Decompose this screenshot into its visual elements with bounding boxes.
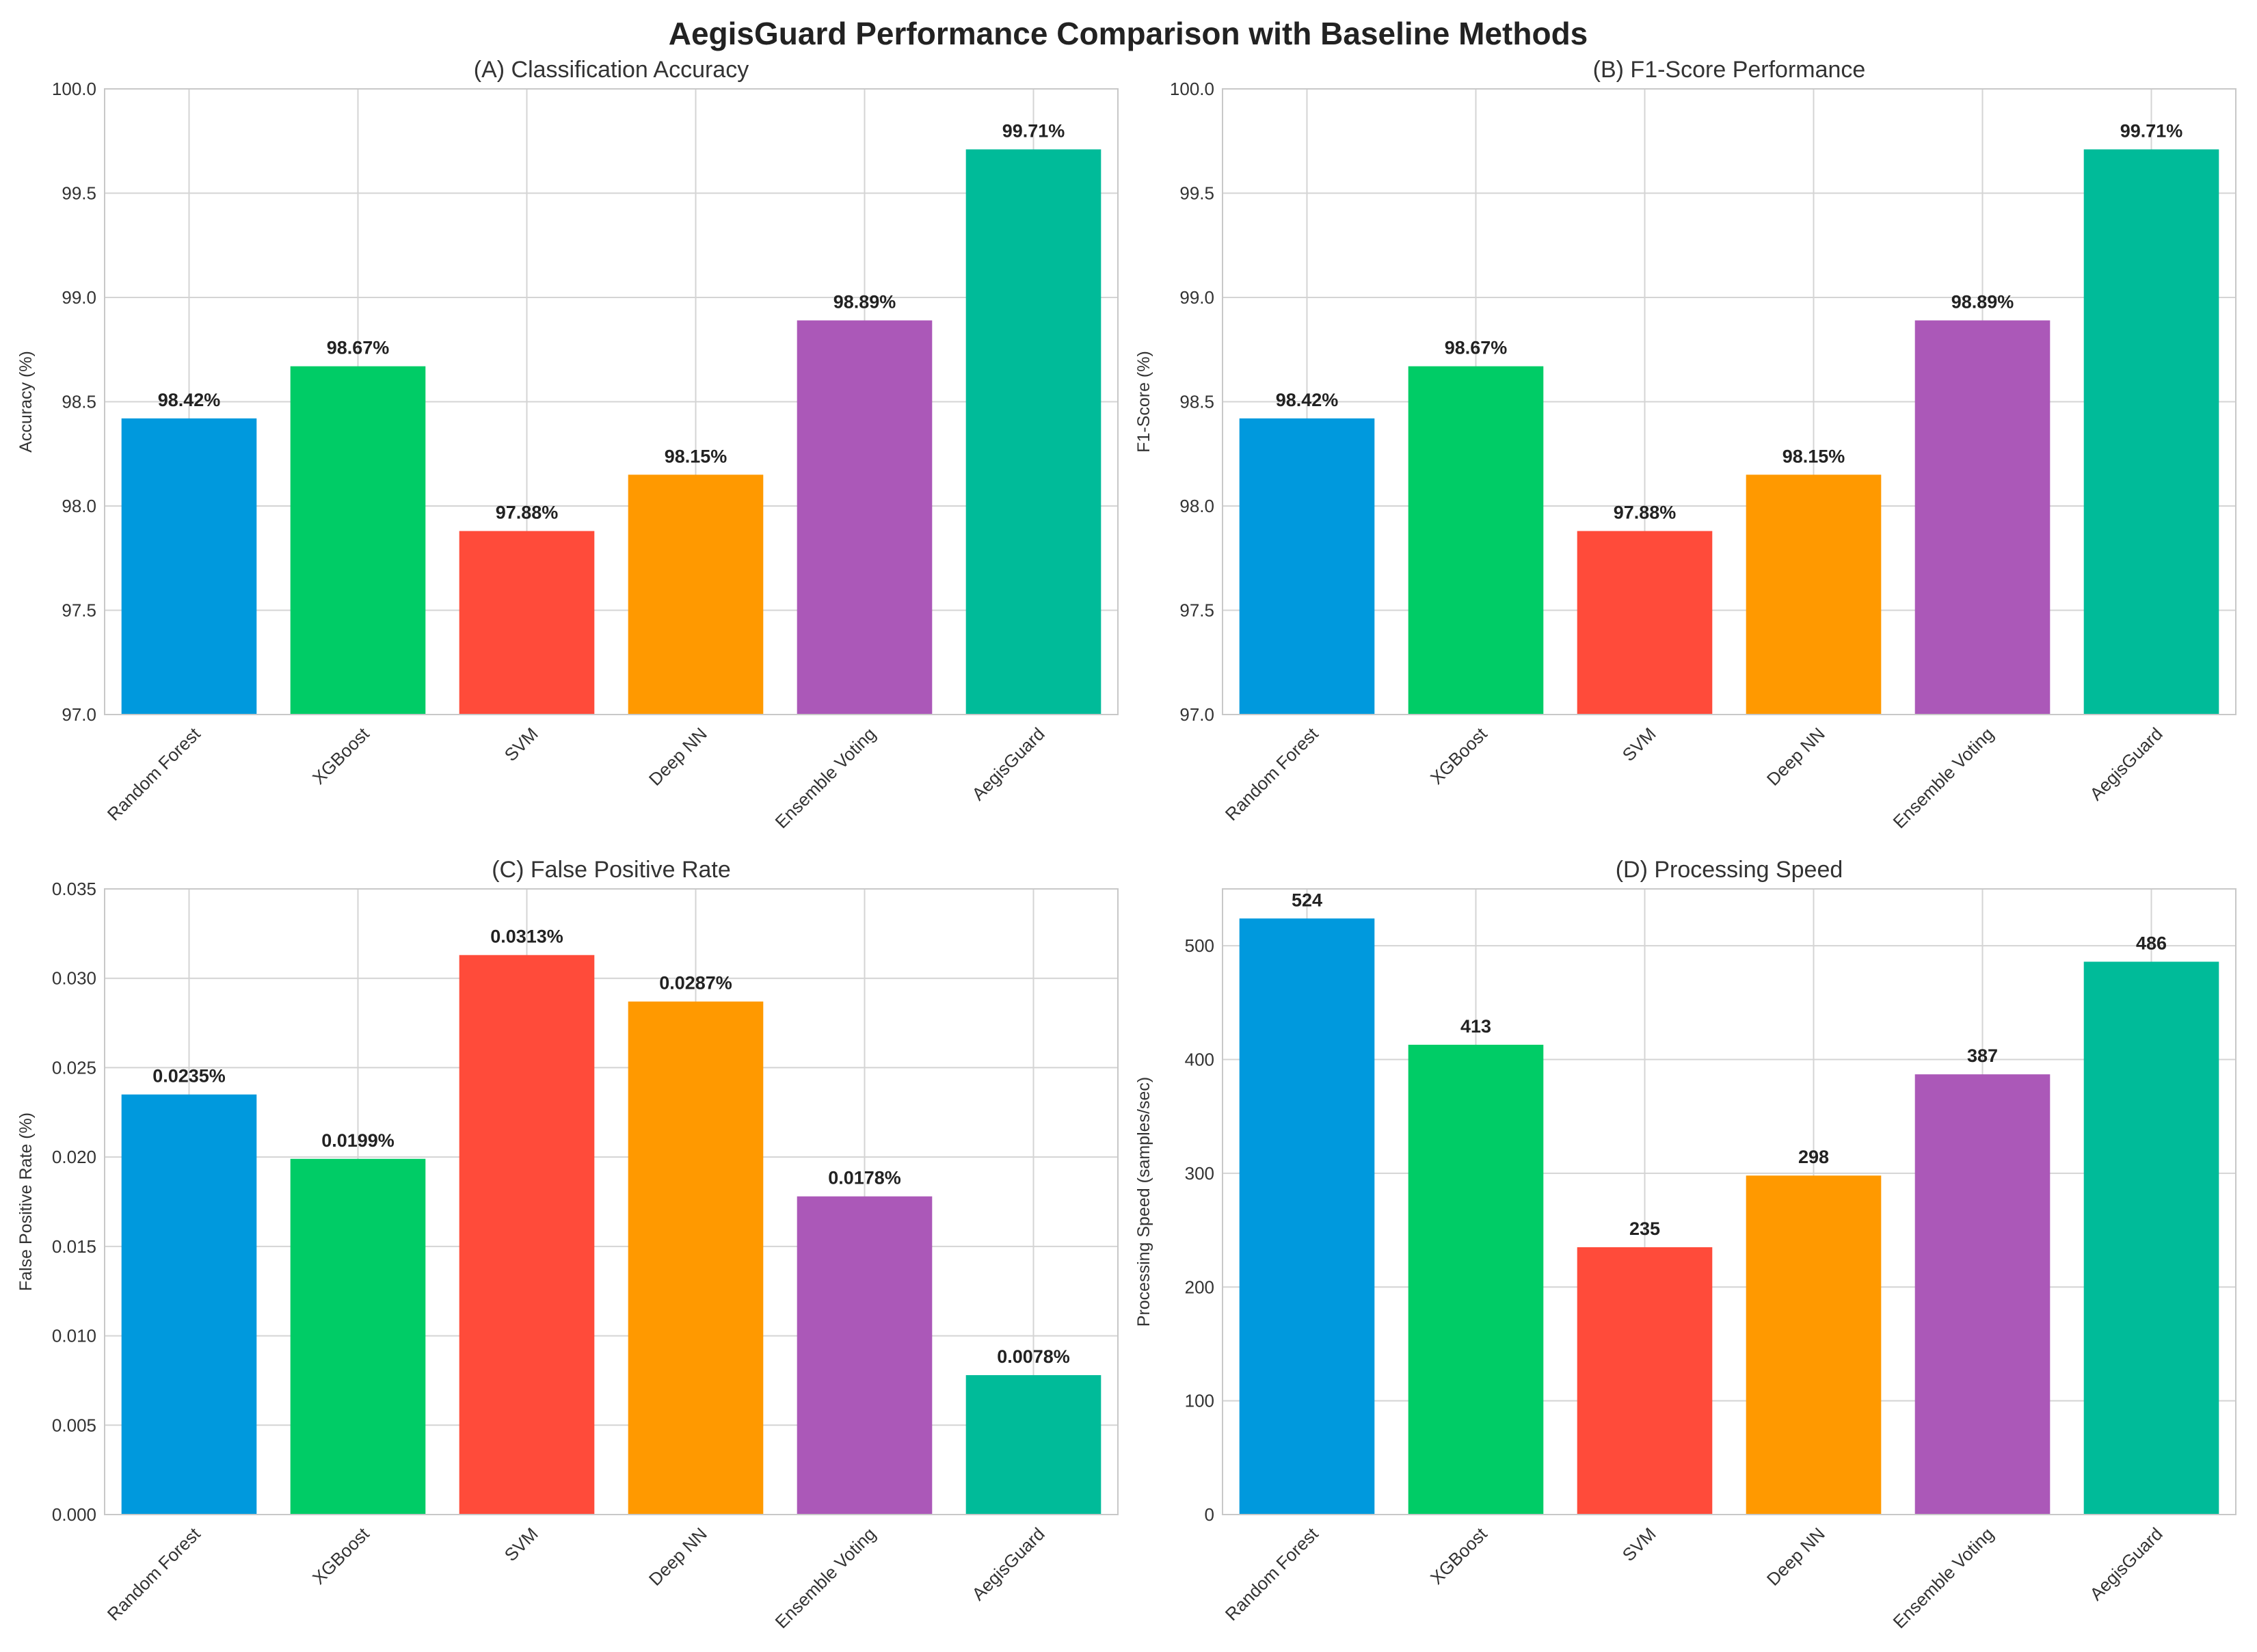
y-tick-label: 0.000 — [52, 1504, 96, 1525]
y-tick-label: 97.0 — [1179, 704, 1214, 725]
y-tick-label: 300 — [1185, 1163, 1214, 1184]
y-tick-label: 0.035 — [52, 879, 96, 899]
y-tick-label: 97.5 — [1179, 600, 1214, 621]
value-label-svm: 235 — [1629, 1218, 1660, 1239]
y-tick-label: 99.0 — [62, 287, 96, 308]
bar-svm — [1577, 1247, 1713, 1515]
value-label-ensemble-voting: 98.89% — [833, 292, 896, 312]
bar-svm — [459, 955, 595, 1515]
bar-aegisguard — [2083, 149, 2219, 715]
value-label-xgboost: 413 — [1460, 1016, 1491, 1037]
y-tick-label: 0.005 — [52, 1415, 96, 1435]
y-tick-label: 0 — [1205, 1504, 1214, 1525]
panel-title: (C) False Positive Rate — [492, 857, 731, 883]
y-tick-label: 97.0 — [62, 704, 96, 725]
bar-ensemble-voting — [1914, 320, 2051, 715]
bar-xgboost — [1408, 366, 1544, 715]
panel-title: (B) F1-Score Performance — [1593, 57, 1866, 83]
value-label-ensemble-voting: 387 — [1967, 1045, 1998, 1066]
y-axis-label: Accuracy (%) — [16, 351, 36, 453]
value-label-ensemble-voting: 98.89% — [1951, 292, 2014, 312]
value-label-xgboost: 98.67% — [1445, 338, 1508, 358]
y-tick-label: 98.0 — [1179, 496, 1214, 516]
value-label-random-forest: 98.42% — [158, 390, 221, 410]
value-label-deep-nn: 98.15% — [1782, 446, 1845, 466]
bar-svm — [1577, 531, 1713, 715]
value-label-random-forest: 524 — [1292, 890, 1322, 910]
y-tick-label: 200 — [1185, 1277, 1214, 1297]
value-label-deep-nn: 98.15% — [665, 446, 727, 466]
y-tick-label: 98.5 — [62, 392, 96, 412]
bar-aegisguard — [2083, 961, 2219, 1515]
bar-ensemble-voting — [1914, 1074, 2051, 1515]
bar-xgboost — [1408, 1044, 1544, 1515]
value-label-deep-nn: 0.0287% — [659, 973, 732, 994]
plot-frame — [1222, 888, 2236, 1515]
y-tick-label: 0.020 — [52, 1147, 96, 1167]
y-tick-label: 100.0 — [1170, 79, 1214, 99]
y-axis-label: False Positive Rate (%) — [16, 1113, 36, 1291]
value-label-xgboost: 98.67% — [327, 338, 390, 358]
value-label-svm: 97.88% — [1614, 503, 1677, 523]
bar-random-forest — [121, 1094, 257, 1515]
y-tick-label: 0.015 — [52, 1236, 96, 1257]
y-tick-label: 0.010 — [52, 1326, 96, 1346]
y-tick-label: 0.030 — [52, 968, 96, 989]
bar-svm — [459, 531, 595, 715]
y-tick-label: 98.0 — [62, 496, 96, 516]
bar-deep-nn — [628, 1001, 764, 1515]
plot-frame — [104, 88, 1119, 715]
y-tick-label: 400 — [1185, 1050, 1214, 1070]
y-axis-label: Processing Speed (samples/sec) — [1134, 1077, 1153, 1327]
value-label-aegisguard: 99.71% — [2120, 120, 2183, 141]
figure-title: AegisGuard Performance Comparison with B… — [669, 16, 1588, 51]
plot-frame — [104, 888, 1119, 1515]
value-label-aegisguard: 99.71% — [1002, 120, 1065, 141]
value-label-svm: 0.0313% — [490, 927, 563, 947]
plot-frame — [1222, 88, 2236, 715]
value-label-random-forest: 0.0235% — [152, 1066, 226, 1087]
value-label-ensemble-voting: 0.0178% — [828, 1168, 901, 1188]
bar-deep-nn — [1746, 1175, 1882, 1515]
y-tick-label: 100 — [1185, 1391, 1214, 1411]
bar-random-forest — [1239, 418, 1375, 715]
y-tick-label: 99.0 — [1179, 287, 1214, 308]
panel-title: (D) Processing Speed — [1616, 857, 1843, 883]
value-label-deep-nn: 298 — [1798, 1147, 1829, 1167]
bar-ensemble-voting — [797, 320, 933, 715]
bar-xgboost — [290, 1158, 426, 1515]
bar-random-forest — [121, 418, 257, 715]
panel-title: (A) Classification Accuracy — [474, 57, 749, 83]
bar-aegisguard — [965, 1375, 1101, 1515]
bar-aegisguard — [965, 149, 1101, 715]
y-tick-label: 0.025 — [52, 1057, 96, 1078]
y-tick-label: 98.5 — [1179, 392, 1214, 412]
value-label-xgboost: 0.0199% — [321, 1130, 395, 1151]
bar-xgboost — [290, 366, 426, 715]
y-tick-label: 500 — [1185, 935, 1214, 956]
y-tick-label: 100.0 — [52, 79, 96, 99]
value-label-svm: 97.88% — [496, 503, 559, 523]
y-tick-label: 99.5 — [62, 183, 96, 204]
panel-classification-accuracy: 98.42% 98.67% 97.88% 98.15% 98.89% 99.71% 97.… — [16, 57, 1119, 832]
bar-random-forest — [1239, 918, 1375, 1515]
bar-ensemble-voting — [797, 1196, 933, 1515]
value-label-aegisguard: 0.0078% — [997, 1346, 1070, 1367]
value-label-random-forest: 98.42% — [1276, 390, 1339, 410]
bar-deep-nn — [628, 475, 764, 715]
y-tick-label: 97.5 — [62, 600, 96, 621]
value-label-aegisguard: 486 — [2136, 933, 2167, 953]
y-axis-label: F1-Score (%) — [1134, 351, 1153, 453]
y-tick-label: 99.5 — [1179, 183, 1214, 204]
bar-deep-nn — [1746, 475, 1882, 715]
